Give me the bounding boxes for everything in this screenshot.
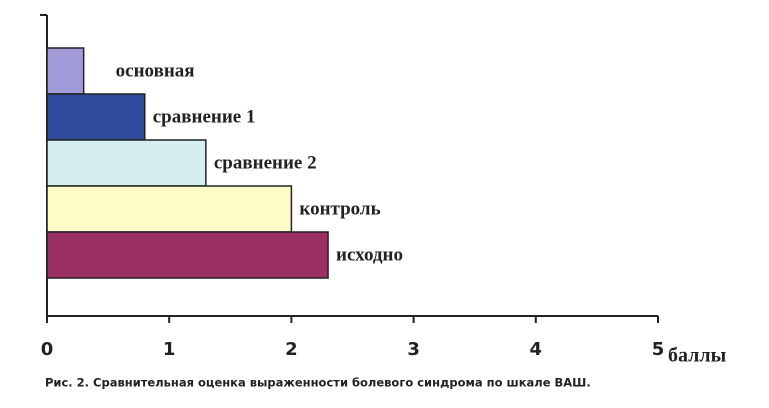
bar bbox=[46, 139, 207, 187]
bar bbox=[46, 185, 293, 233]
bar bbox=[46, 47, 85, 95]
x-axis-label: баллы bbox=[668, 345, 727, 367]
bar-label: сравнение 2 bbox=[214, 152, 317, 173]
bar-label: контроль bbox=[299, 198, 380, 219]
x-tick-label: 1 bbox=[163, 339, 176, 360]
x-tick-label: 4 bbox=[530, 339, 543, 360]
bar bbox=[46, 231, 329, 279]
bar-label: основная bbox=[116, 60, 195, 81]
caption: Рис. 2. Сравнительная оценка выраженност… bbox=[45, 376, 591, 390]
bar-label: сравнение 1 bbox=[153, 106, 256, 127]
x-tick-label: 5 bbox=[652, 339, 665, 360]
x-tick-label: 3 bbox=[407, 339, 420, 360]
x-tick-label: 0 bbox=[41, 339, 54, 360]
x-tick-label: 2 bbox=[285, 339, 298, 360]
bar-label: исходно bbox=[336, 244, 403, 265]
bar bbox=[46, 93, 146, 141]
